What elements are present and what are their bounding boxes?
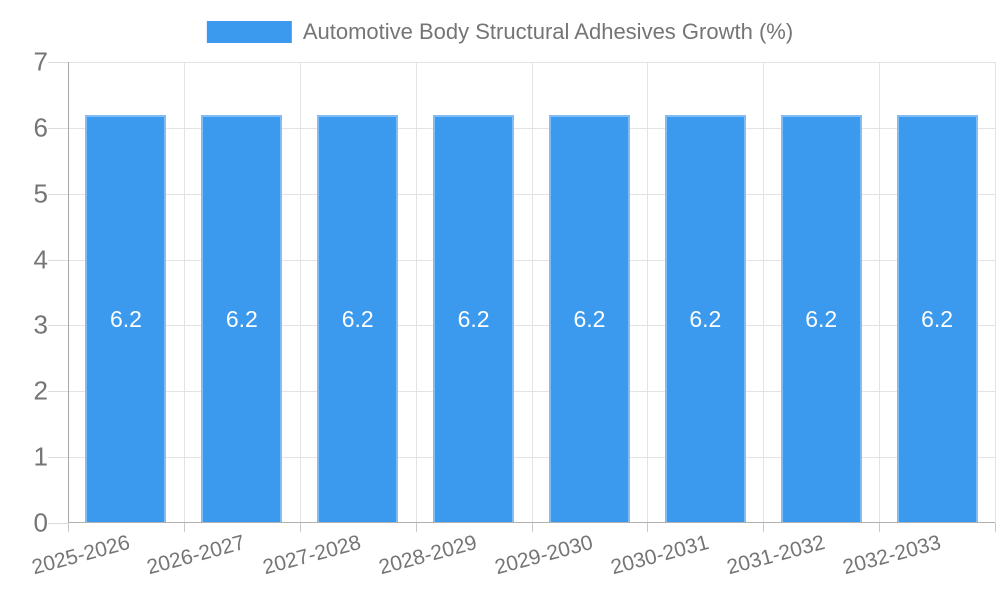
category-column: 6.2 — [879, 62, 995, 523]
y-axis-tick-label: 6 — [33, 112, 48, 143]
category-column: 6.2 — [300, 62, 416, 523]
x-axis-tick — [183, 523, 185, 532]
bar-value-label: 6.2 — [109, 306, 142, 333]
bar[interactable]: 6.2 — [896, 114, 978, 523]
y-axis-tick-label: 5 — [33, 178, 48, 209]
category-column: 6.2 — [532, 62, 648, 523]
legend-swatch — [206, 21, 292, 43]
bar[interactable]: 6.2 — [201, 114, 283, 523]
y-axis-tick — [48, 523, 68, 524]
gridline-vertical — [299, 62, 301, 523]
x-axis-tick — [763, 523, 765, 532]
x-axis-tick — [647, 523, 649, 532]
bar-value-label: 6.2 — [341, 306, 374, 333]
x-axis-label: 2031-2032 — [724, 531, 828, 580]
y-axis-tick — [48, 62, 68, 63]
y-axis-tick-label: 0 — [33, 507, 48, 538]
y-axis-tick-label: 7 — [33, 46, 48, 77]
x-axis-label: 2032-2033 — [840, 531, 944, 580]
y-axis-tick-label: 3 — [33, 309, 48, 340]
category-column: 6.2 — [647, 62, 763, 523]
gridline-vertical — [879, 62, 881, 523]
gridline-vertical — [995, 62, 996, 523]
x-axis-tick — [299, 523, 301, 532]
legend-label: Automotive Body Structural Adhesives Gro… — [302, 19, 794, 44]
x-axis-label: 2027-2028 — [260, 531, 364, 580]
gridline-vertical — [647, 62, 649, 523]
gridline-vertical — [183, 62, 185, 523]
x-axis-tick — [415, 523, 417, 532]
bar[interactable]: 6.2 — [548, 114, 630, 523]
gridline-vertical — [415, 62, 417, 523]
chart-legend[interactable]: Automotive Body Structural Adhesives Gro… — [206, 19, 794, 45]
category-column: 6.2 — [416, 62, 532, 523]
bar-value-label: 6.2 — [573, 306, 606, 333]
bar[interactable]: 6.2 — [85, 114, 167, 523]
y-axis-tick — [48, 193, 68, 195]
x-axis-label: 2030-2031 — [608, 531, 712, 580]
bar-value-label: 6.2 — [457, 306, 490, 333]
y-axis-labels: 7 6 5 4 3 2 1 0 — [0, 47, 48, 538]
gridline-vertical — [531, 62, 533, 523]
y-axis-tick — [48, 127, 68, 129]
x-axis-tick — [879, 523, 881, 532]
bar[interactable]: 6.2 — [664, 114, 746, 523]
gridline-vertical — [763, 62, 765, 523]
y-axis-tick-label: 1 — [33, 441, 48, 472]
category-column: 6.2 — [184, 62, 300, 523]
y-axis-tick — [48, 325, 68, 327]
bar-series: 6.2 6.2 6.2 6.2 6.2 — [68, 62, 995, 523]
x-axis-line — [68, 522, 995, 523]
y-axis-tick-label: 4 — [33, 244, 48, 275]
x-axis-label: 2029-2030 — [492, 531, 596, 580]
plot-area: 6.2 6.2 6.2 6.2 6.2 — [48, 62, 996, 532]
x-axis-tick — [531, 523, 533, 532]
y-axis-tick-label: 2 — [33, 375, 48, 406]
x-axis-labels: 2025-2026 2026-2027 2027-2028 2028-2029 … — [29, 531, 995, 591]
bar-value-label: 6.2 — [805, 306, 838, 333]
x-axis-tick — [995, 523, 996, 532]
bar[interactable]: 6.2 — [433, 114, 515, 523]
bar-value-label: 6.2 — [921, 306, 954, 333]
category-column: 6.2 — [763, 62, 879, 523]
x-axis-tick — [68, 523, 69, 532]
y-axis-tick — [48, 259, 68, 261]
x-axis-label: 2026-2027 — [144, 531, 248, 580]
x-axis-label: 2028-2029 — [376, 531, 480, 580]
bar[interactable]: 6.2 — [780, 114, 862, 523]
y-axis-tick — [48, 457, 68, 459]
bar-value-label: 6.2 — [225, 306, 258, 333]
category-column: 6.2 — [68, 62, 184, 523]
bar-value-label: 6.2 — [689, 306, 722, 333]
bar[interactable]: 6.2 — [317, 114, 399, 523]
y-axis-tick — [48, 391, 68, 393]
y-axis-line — [68, 62, 69, 523]
